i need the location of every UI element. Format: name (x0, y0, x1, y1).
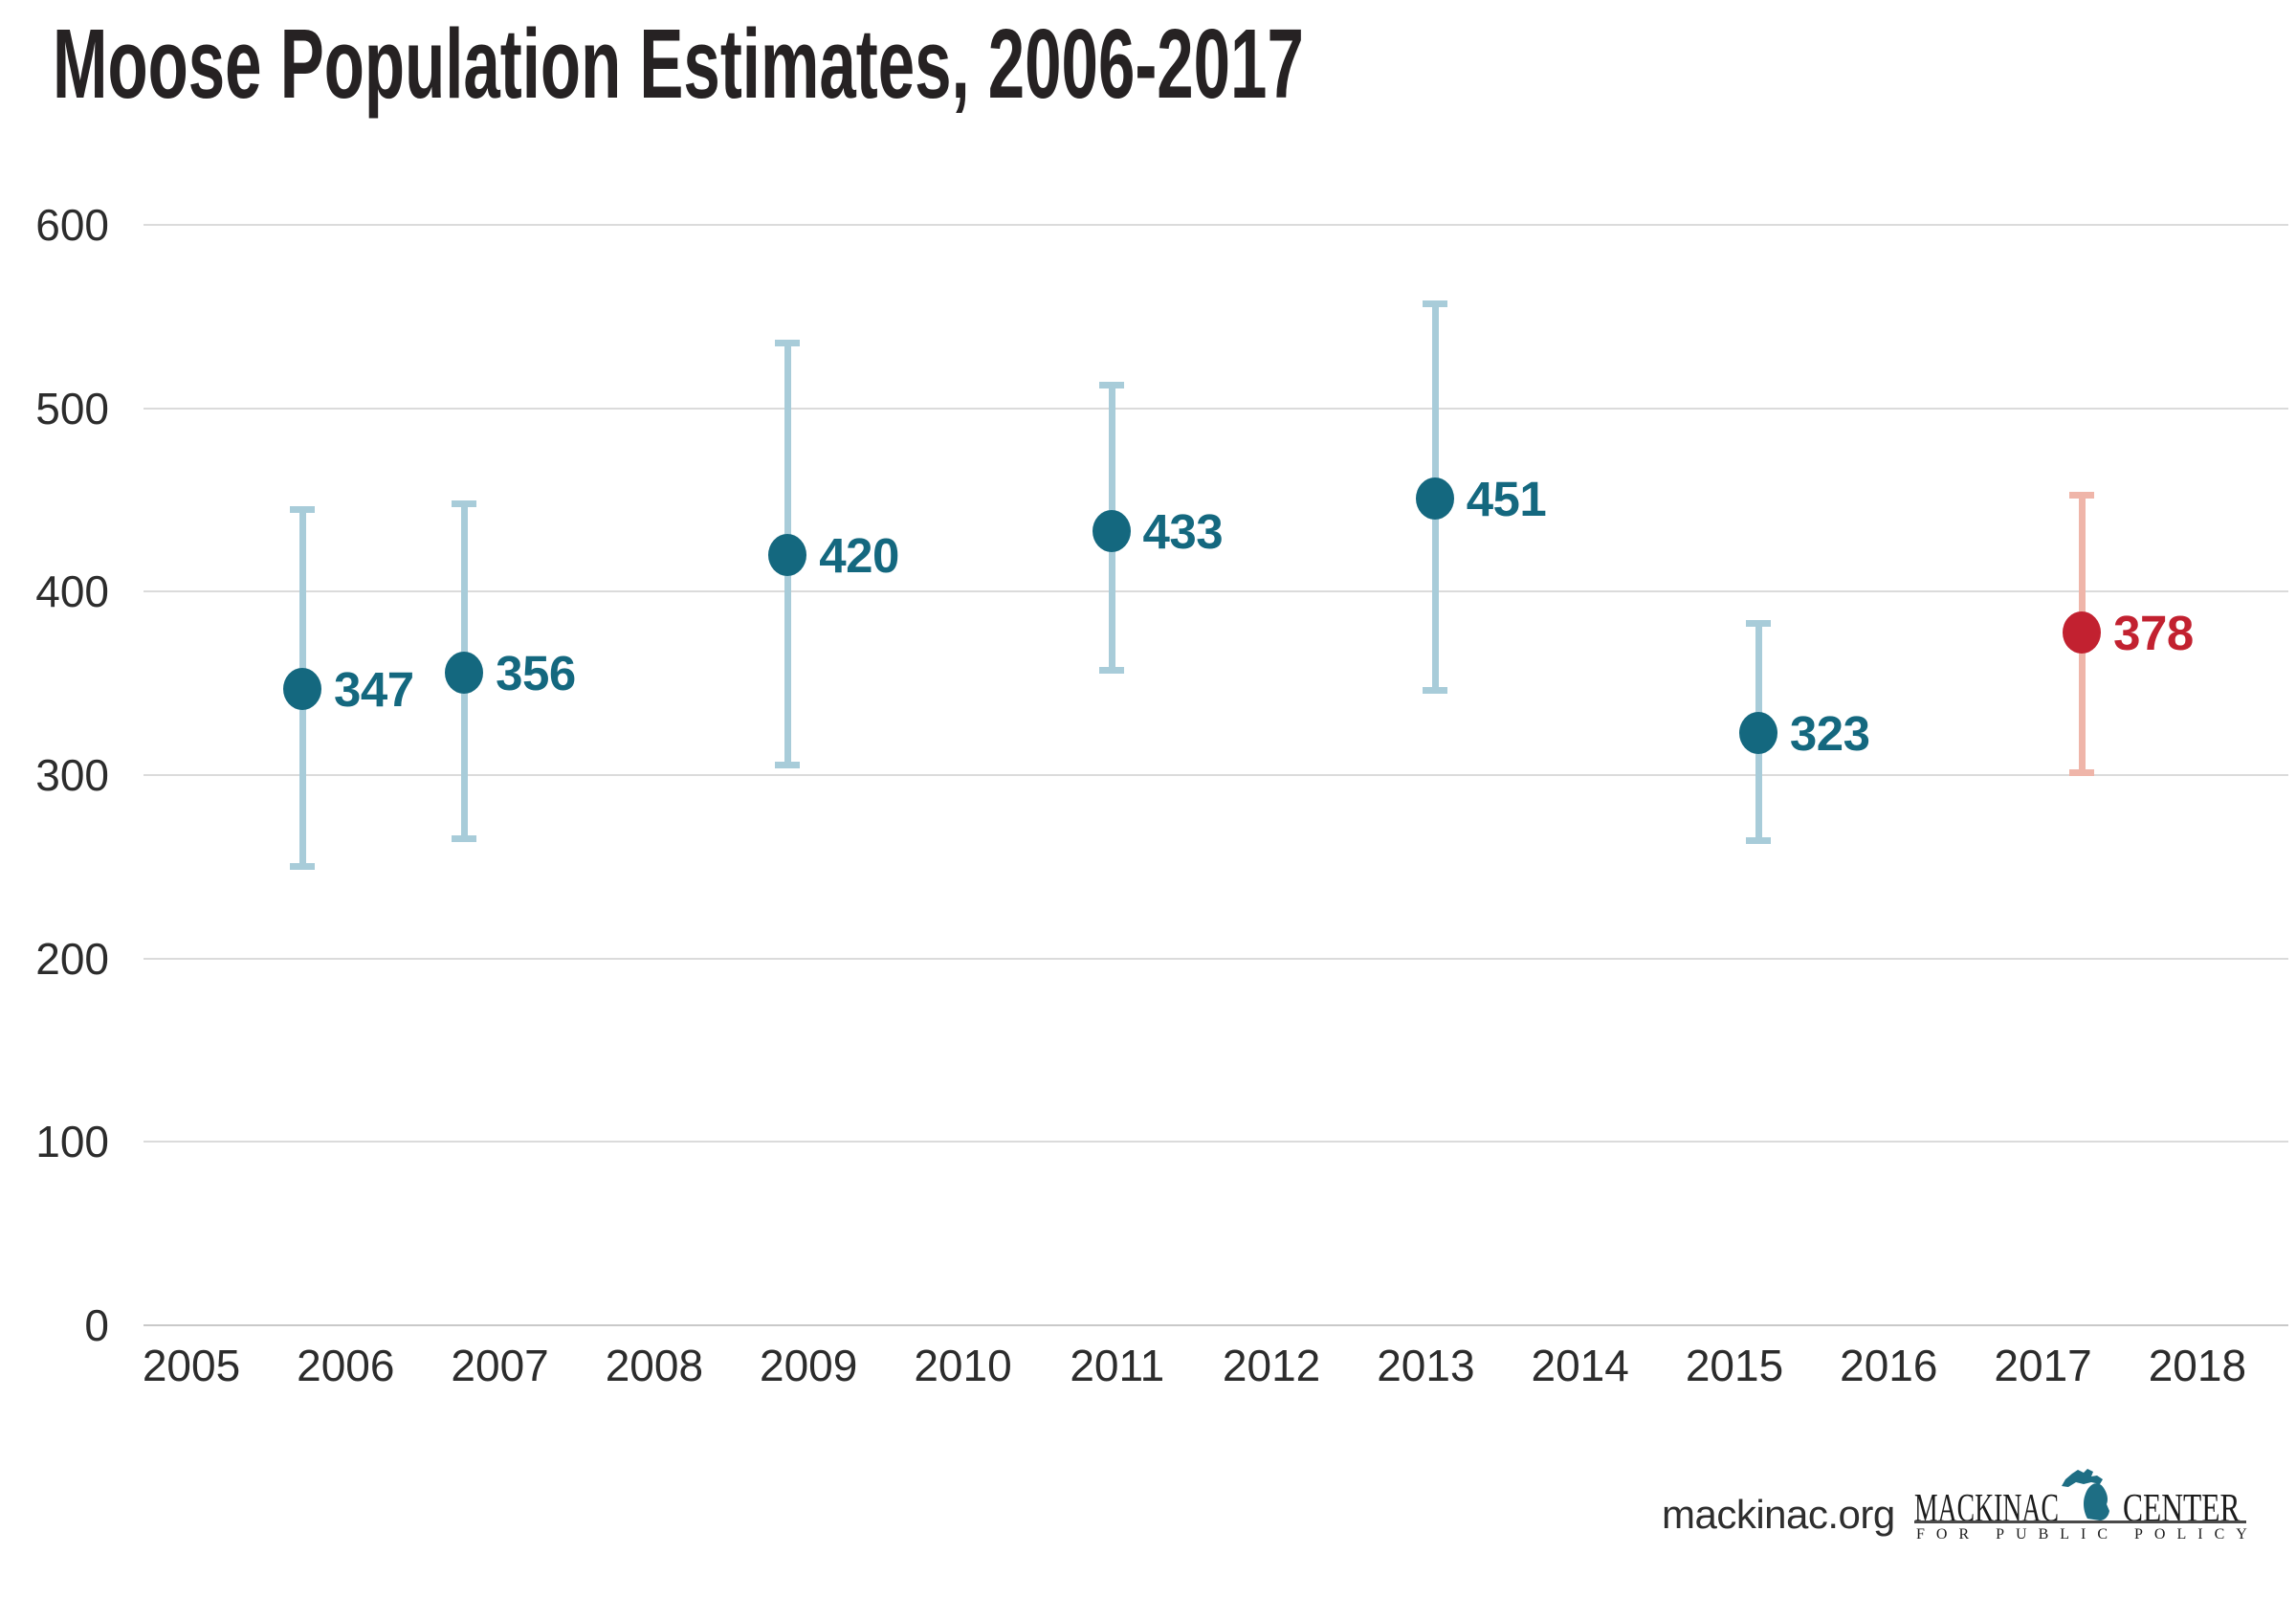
error-bar-cap-bottom-2013 (1422, 686, 1447, 694)
data-point-label-2011: 433 (1142, 504, 1224, 560)
x-tick-label-2005: 2005 (142, 1341, 241, 1390)
data-point-label-2013: 451 (1466, 471, 1547, 526)
x-tick-label-2018: 2018 (2148, 1341, 2247, 1390)
y-tick-label-100: 100 (35, 1117, 109, 1167)
y-tick-label-0: 0 (84, 1300, 109, 1350)
chart-title: Moose Population Estimates, 2006-2017 (53, 9, 1304, 119)
y-tick-label-200: 200 (35, 933, 109, 984)
data-point-label-2017: 378 (2113, 605, 2194, 660)
error-bar-cap-top-2009 (775, 339, 801, 346)
x-tick-label-2011: 2011 (1070, 1341, 1165, 1390)
error-bar-cap-top-2013 (1422, 300, 1447, 308)
error-bar-cap-bottom-2009 (775, 762, 801, 769)
error-bar-cap-bottom-2017 (2069, 769, 2095, 777)
x-tick-label-2014: 2014 (1531, 1341, 1629, 1390)
error-bar-cap-top-2015 (1745, 619, 1771, 627)
data-point-2015 (1738, 711, 1777, 754)
data-point-2006 (283, 667, 321, 710)
x-tick-label-2017: 2017 (1994, 1341, 2092, 1390)
x-tick-label-2010: 2010 (914, 1341, 1012, 1390)
gridline-600 (144, 223, 2288, 226)
data-point-2011 (1092, 510, 1131, 553)
data-point-label-2006: 347 (334, 661, 414, 717)
gridline-400 (144, 590, 2288, 593)
michigan-state-icon (2062, 1469, 2109, 1520)
y-tick-label-400: 400 (35, 566, 109, 617)
data-point-2009 (768, 534, 807, 576)
error-bar-cap-bottom-2007 (452, 835, 477, 843)
x-tick-label-2006: 2006 (297, 1341, 395, 1390)
data-point-label-2009: 420 (819, 528, 899, 583)
website-text: mackinac.org (1662, 1492, 1895, 1537)
data-point-2007 (445, 651, 484, 694)
error-bar-cap-top-2011 (1098, 381, 1124, 388)
x-tick-label-2015: 2015 (1685, 1341, 1784, 1390)
error-bar-cap-bottom-2011 (1098, 666, 1124, 674)
data-point-2013 (1415, 477, 1454, 520)
x-tick-label-2012: 2012 (1222, 1341, 1321, 1390)
x-tick-label-2008: 2008 (605, 1341, 704, 1390)
data-point-label-2007: 356 (496, 645, 576, 700)
gridline-100 (144, 1141, 2288, 1143)
x-tick-label-2009: 2009 (760, 1341, 858, 1390)
error-bar-cap-top-2007 (452, 500, 477, 508)
gridline-500 (144, 407, 2288, 410)
gridline-200 (144, 957, 2288, 960)
error-bar-cap-top-2017 (2069, 491, 2095, 499)
gridline-0 (144, 1324, 2288, 1326)
error-bar-cap-bottom-2006 (290, 862, 315, 870)
gridline-300 (144, 774, 2288, 776)
x-tick-label-2013: 2013 (1377, 1341, 1475, 1390)
error-bar-cap-bottom-2015 (1745, 837, 1771, 844)
data-point-2017 (2063, 610, 2102, 654)
logo-subtitle: FOR PUBLIC POLICY (1916, 1526, 2259, 1543)
x-tick-label-2016: 2016 (1840, 1341, 1938, 1390)
logo-divider-rule (1914, 1520, 2246, 1523)
x-tick-label-2007: 2007 (451, 1341, 549, 1390)
y-tick-label-300: 300 (35, 750, 109, 800)
y-tick-label-600: 600 (35, 199, 109, 250)
error-bar-cap-top-2006 (290, 506, 315, 514)
y-tick-label-500: 500 (35, 383, 109, 433)
data-point-label-2015: 323 (1789, 705, 1870, 761)
